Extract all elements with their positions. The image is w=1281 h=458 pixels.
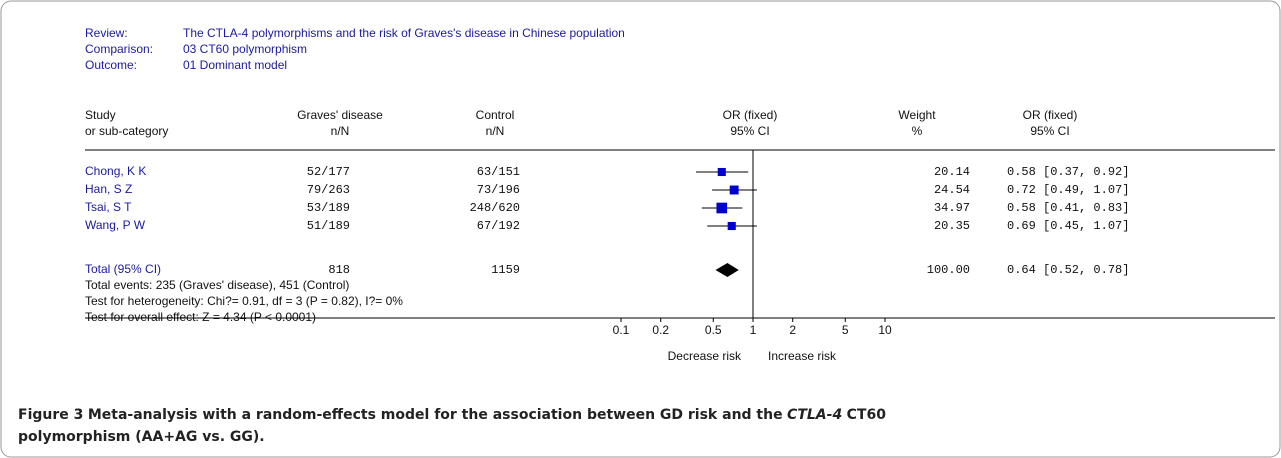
x-tick-label: 0.1 bbox=[613, 323, 630, 337]
or-label: 0.58 [0.41, 0.83] bbox=[1007, 201, 1129, 215]
weight: 34.97 bbox=[934, 201, 970, 215]
cases: 818 bbox=[328, 263, 350, 277]
study-name: Chong, K K bbox=[85, 164, 146, 178]
or-label: 0.64 [0.52, 0.78] bbox=[1007, 263, 1129, 277]
controls: 63/151 bbox=[477, 165, 520, 179]
caption-text: CT60 bbox=[847, 407, 887, 423]
x-tick-label: 1 bbox=[750, 323, 757, 337]
column-header: Study bbox=[85, 108, 116, 122]
right-label: Increase risk bbox=[768, 349, 837, 363]
note: Test for heterogeneity: Chi?= 0.91, df =… bbox=[85, 294, 403, 308]
cases: 53/189 bbox=[307, 201, 350, 215]
column-header: Control bbox=[476, 108, 515, 122]
summary-diamond bbox=[715, 263, 739, 277]
weight: 20.35 bbox=[934, 219, 970, 233]
or-label: 0.58 [0.37, 0.92] bbox=[1007, 165, 1129, 179]
caption-gene: CTLA-4 bbox=[787, 407, 842, 423]
weight: 20.14 bbox=[934, 165, 970, 179]
x-tick-label: 2 bbox=[789, 323, 796, 337]
weight: 24.54 bbox=[934, 183, 970, 197]
column-header: n/N bbox=[486, 124, 505, 138]
x-tick-label: 5 bbox=[842, 323, 849, 337]
study-name: Tsai, S T bbox=[85, 200, 132, 214]
caption-text: Meta-analysis with a random-effects mode… bbox=[88, 407, 783, 423]
caption: Figure 3 Meta-analysis with a random-eff… bbox=[18, 407, 886, 423]
x-tick-label: 0.5 bbox=[705, 323, 722, 337]
column-header: 95% CI bbox=[1030, 124, 1069, 138]
outcome-label: Outcome: bbox=[85, 58, 137, 72]
note: Test for overall effect: Z = 4.34 (P < 0… bbox=[85, 310, 316, 324]
review: The CTLA-4 polymorphisms and the risk of… bbox=[183, 26, 625, 40]
controls: 67/192 bbox=[477, 219, 520, 233]
left-label: Decrease risk bbox=[668, 349, 742, 363]
cases: 52/177 bbox=[307, 165, 350, 179]
controls: 1159 bbox=[491, 263, 520, 277]
column-header: OR (fixed) bbox=[723, 108, 778, 122]
caption-line: polymorphism (AA+AG vs. GG). bbox=[18, 429, 265, 445]
cases: 79/263 bbox=[307, 183, 350, 197]
comparison-label: Comparison: bbox=[85, 42, 153, 56]
review-label: Review: bbox=[85, 26, 128, 40]
comparison: 03 CT60 polymorphism bbox=[183, 42, 307, 56]
study-name: Wang, P W bbox=[85, 218, 146, 232]
estimate-square bbox=[716, 202, 728, 214]
weight: 100.00 bbox=[927, 263, 970, 277]
estimate-square bbox=[729, 185, 739, 195]
cases: 51/189 bbox=[307, 219, 350, 233]
or-label: 0.72 [0.49, 1.07] bbox=[1007, 183, 1129, 197]
x-tick-label: 10 bbox=[878, 323, 892, 337]
column-header: Graves' disease bbox=[297, 108, 383, 122]
study-name: Han, S Z bbox=[85, 182, 132, 196]
controls: 248/620 bbox=[470, 201, 520, 215]
outcome: 01 Dominant model bbox=[183, 58, 287, 72]
or-label: 0.69 [0.45, 1.07] bbox=[1007, 219, 1129, 233]
column-header: n/N bbox=[331, 124, 350, 138]
estimate-square bbox=[727, 221, 736, 231]
column-header: 95% CI bbox=[730, 124, 769, 138]
x-tick-label: 0.2 bbox=[652, 323, 669, 337]
study-name: Total (95% CI) bbox=[85, 262, 161, 276]
estimate-square bbox=[717, 167, 726, 177]
column-header: or sub-category bbox=[85, 124, 168, 138]
column-header: % bbox=[912, 124, 923, 138]
column-header: OR (fixed) bbox=[1023, 108, 1078, 122]
caption-label: Figure 3 bbox=[18, 407, 83, 423]
column-header: Weight bbox=[898, 108, 936, 122]
controls: 73/196 bbox=[477, 183, 520, 197]
note: Total events: 235 (Graves' disease), 451… bbox=[85, 278, 349, 292]
